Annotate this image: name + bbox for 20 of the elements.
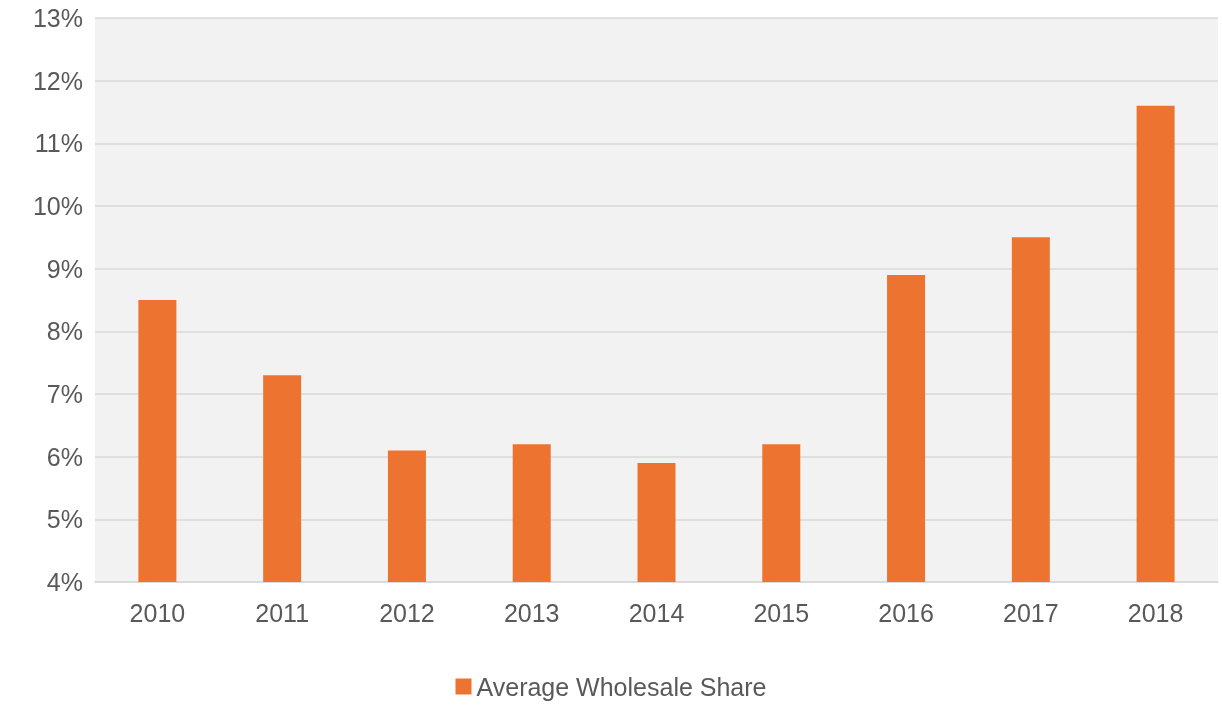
x-tick-label: 2010	[129, 598, 186, 627]
y-tick-label: 10%	[32, 192, 83, 220]
y-tick-label: 12%	[32, 66, 83, 95]
x-tick-label: 2012	[379, 598, 435, 627]
x-tick-label: 2017	[1003, 598, 1059, 627]
y-tick-label: 13%	[32, 4, 83, 32]
x-tick-label: 2013	[503, 598, 560, 627]
y-tick-label: 6%	[46, 442, 83, 471]
y-tick-label: 9%	[46, 254, 83, 283]
x-tick-label: 2014	[628, 598, 685, 627]
x-tick-label: 2015	[753, 598, 810, 627]
legend-label: Average Wholesale Share	[476, 672, 767, 701]
y-tick-label: 4%	[46, 568, 83, 596]
y-tick-label: 7%	[46, 380, 83, 408]
y-tick-label: 5%	[46, 505, 83, 534]
x-tick-label: 2018	[1127, 598, 1184, 627]
y-tick-label: 11%	[34, 129, 83, 158]
x-tick-label: 2011	[255, 598, 310, 627]
x-tick-label: 2016	[878, 598, 934, 627]
y-tick-label: 8%	[46, 317, 83, 346]
